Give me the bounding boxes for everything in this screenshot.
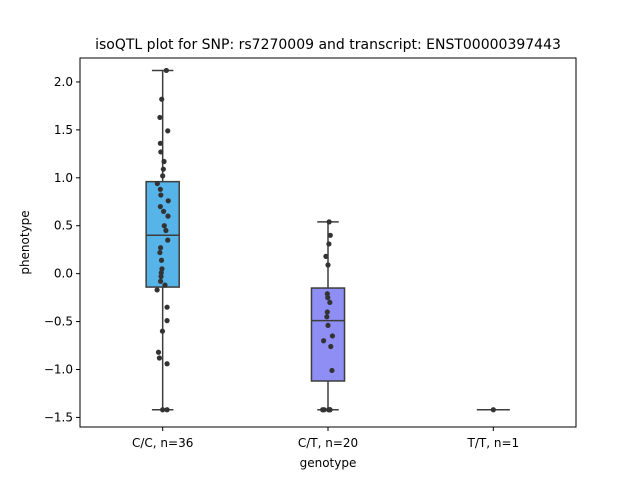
data-point — [165, 198, 171, 204]
y-tick-label: −1.0 — [44, 362, 73, 376]
data-point — [158, 149, 164, 155]
x-axis-label: genotype — [300, 456, 357, 470]
data-point — [324, 314, 330, 320]
data-point — [164, 318, 170, 324]
data-point — [327, 299, 333, 306]
x-axis: C/C, n=36 C/T, n=20 T/T, n=1 — [132, 427, 519, 450]
x-tick-label: C/C, n=36 — [132, 436, 193, 450]
y-axis-label: phenotype — [18, 210, 32, 274]
chart-title: isoQTL plot for SNP: rs7270009 and trans… — [95, 37, 561, 53]
data-point — [327, 232, 333, 238]
data-point — [328, 343, 334, 350]
data-point — [158, 257, 165, 263]
x-tick-label: C/T, n=20 — [298, 436, 358, 450]
data-point — [161, 158, 167, 165]
x-tick-label: T/T, n=1 — [467, 436, 520, 450]
data-point — [321, 407, 327, 413]
y-axis: −1.5 −1.0 −0.5 0.0 0.5 1.0 1.5 2.0 — [44, 75, 80, 424]
data-point — [329, 333, 335, 339]
data-point — [165, 237, 171, 243]
data-point — [158, 270, 164, 276]
data-point — [490, 407, 496, 413]
data-point — [157, 278, 164, 284]
data-point — [325, 262, 331, 268]
data-point — [321, 338, 327, 344]
data-point — [158, 273, 164, 280]
data-point — [160, 166, 166, 172]
data-point — [327, 407, 333, 413]
data-point — [157, 249, 163, 256]
data-point — [156, 355, 163, 361]
data-point — [163, 227, 169, 234]
data-point — [326, 241, 332, 247]
data-point — [165, 213, 171, 219]
data-point — [163, 67, 169, 74]
data-point — [159, 266, 165, 272]
data-point — [162, 282, 168, 288]
data-point — [326, 219, 332, 225]
y-tick-label: −1.5 — [44, 410, 73, 424]
data-point — [165, 128, 171, 134]
data-point — [158, 192, 164, 198]
data-point — [160, 407, 166, 413]
data-point — [164, 304, 170, 310]
data-point — [154, 180, 160, 187]
data-point — [157, 186, 163, 192]
y-tick-label: 0.0 — [54, 267, 73, 281]
data-point — [329, 367, 335, 374]
data-point — [164, 361, 170, 367]
data-point — [161, 223, 167, 229]
y-tick-label: 2.0 — [54, 75, 73, 89]
plot-marks — [145, 67, 510, 413]
data-point — [160, 208, 167, 214]
data-point — [154, 287, 160, 293]
data-point — [324, 291, 330, 297]
data-point — [159, 96, 165, 102]
data-point — [325, 295, 331, 301]
data-point — [155, 349, 162, 355]
data-point — [160, 173, 166, 179]
data-point — [324, 309, 330, 315]
data-point — [325, 322, 331, 329]
y-tick-label: −0.5 — [44, 315, 73, 329]
data-point — [159, 328, 166, 334]
data-point — [157, 140, 163, 146]
data-point — [157, 114, 163, 121]
y-tick-label: 1.0 — [54, 171, 73, 185]
data-point — [157, 203, 163, 210]
y-tick-label: 0.5 — [54, 219, 73, 233]
y-tick-label: 1.5 — [54, 123, 73, 137]
data-point — [164, 407, 170, 413]
data-point — [157, 245, 164, 251]
data-point — [323, 253, 329, 259]
